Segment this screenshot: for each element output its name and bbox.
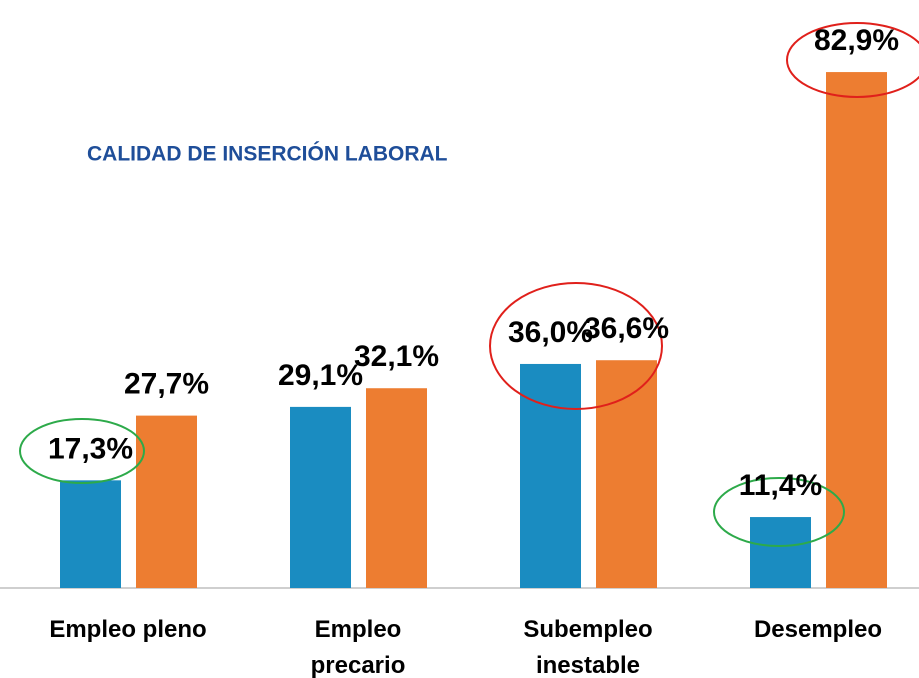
x-tick-label: Subempleo inestable (523, 616, 653, 678)
bar (826, 72, 887, 589)
x-tick-label: Desempleo (753, 616, 883, 643)
bar (596, 360, 657, 588)
data-label: 17,3% (48, 432, 133, 465)
data-label: 82,9% (814, 24, 899, 57)
data-label: 36,6% (584, 312, 669, 345)
annotations (19, 22, 919, 547)
data-label: 36,0% (508, 316, 593, 349)
highlight-ellipse (713, 477, 845, 547)
highlight-ellipse (786, 22, 919, 98)
highlight-ellipse (489, 282, 663, 410)
bar (60, 480, 121, 588)
bars (60, 72, 887, 589)
bar (136, 415, 197, 588)
bar (520, 363, 581, 588)
bar (750, 517, 811, 588)
bar (290, 406, 351, 588)
data-label: 32,1% (354, 340, 439, 373)
data-label: 11,4% (739, 469, 822, 502)
bar (366, 388, 427, 588)
chart-title: CALIDAD DE INSERCIÓN LABORAL (87, 142, 448, 166)
x-tick-label: Empleo pleno (49, 616, 207, 643)
data-label: 29,1% (278, 359, 363, 392)
x-tick-label: Empleo precario (310, 616, 406, 678)
data-label: 27,7% (124, 368, 209, 401)
highlight-ellipse (19, 418, 145, 484)
